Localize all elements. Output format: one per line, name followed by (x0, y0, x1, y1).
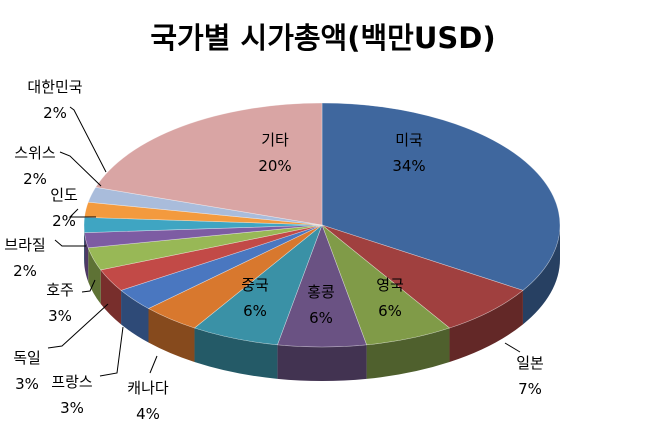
leader-line-9 (54, 239, 86, 247)
slice-pct-1: 7% (518, 380, 542, 398)
slice-label-3: 홍콩 (307, 283, 335, 301)
pie-slice-side-4 (194, 328, 278, 379)
slice-pct-6: 3% (60, 399, 84, 417)
slice-pct-9: 2% (13, 262, 37, 280)
slice-label-12: 대한민국 (27, 78, 82, 96)
pie-slice-side-2 (366, 328, 450, 379)
pie-slice-side-6 (121, 290, 149, 343)
pie-slice-side-8 (88, 247, 101, 304)
leader-lines (47, 106, 521, 377)
pie-slice-side-0 (522, 225, 560, 325)
pie-tops (83, 102, 561, 348)
slice-pct-7: 3% (15, 375, 39, 393)
leader-line-5 (149, 355, 158, 374)
slice-pct-13: 20% (258, 157, 291, 175)
slice-label-13: 기타 (261, 131, 289, 149)
slice-labels: 미국 34% 일본 7% 영국 6% 홍콩 6% 중국 6% 캐나다 4% 프랑스 3% 독일 3% 호주 3% 브… (4, 78, 544, 423)
leader-line-8 (81, 279, 96, 293)
leader-line-10 (68, 208, 96, 218)
slice-pct-12: 2% (43, 104, 67, 122)
slice-label-5: 캐나다 (127, 379, 169, 397)
slice-pct-8: 3% (48, 307, 72, 325)
leader-line-12 (69, 106, 107, 173)
slice-label-9: 브라질 (4, 236, 45, 254)
pie-slice-side-1 (449, 290, 523, 363)
leader-line-1 (504, 342, 521, 353)
pie-sides (84, 225, 560, 381)
leader-line-7 (47, 303, 109, 349)
slice-label-1: 일본 (516, 354, 544, 372)
pie-slice-side-7 (100, 269, 122, 325)
slice-label-7: 독일 (13, 349, 41, 367)
slice-pct-5: 4% (136, 405, 160, 423)
slice-pct-2: 6% (378, 302, 402, 320)
slice-label-10: 인도 (50, 186, 78, 204)
pie-slice-13 (95, 102, 323, 226)
leader-line-11 (59, 151, 102, 187)
chart-title: 국가별 시가총액(백만USD) (150, 21, 495, 55)
slice-pct-10: 2% (52, 212, 76, 230)
slice-pct-4: 6% (243, 302, 267, 320)
pie-slice-side-5 (148, 308, 195, 363)
pie-slice-side-9 (84, 232, 89, 282)
slice-label-2: 영국 (376, 276, 404, 294)
slice-label-11: 스위스 (14, 144, 56, 162)
slice-label-6: 프랑스 (51, 373, 93, 391)
slice-pct-11: 2% (23, 170, 47, 188)
slice-label-4: 중국 (241, 276, 269, 294)
pie-slice-1 (321, 224, 524, 329)
pie-slice-0 (321, 102, 561, 291)
leader-line-6 (99, 326, 124, 377)
slice-label-0: 미국 (395, 131, 423, 149)
slice-pct-0: 34% (392, 157, 425, 175)
slice-label-8: 호주 (46, 281, 74, 299)
slice-pct-3: 6% (309, 309, 333, 327)
pie-slice-side-3 (277, 344, 367, 381)
